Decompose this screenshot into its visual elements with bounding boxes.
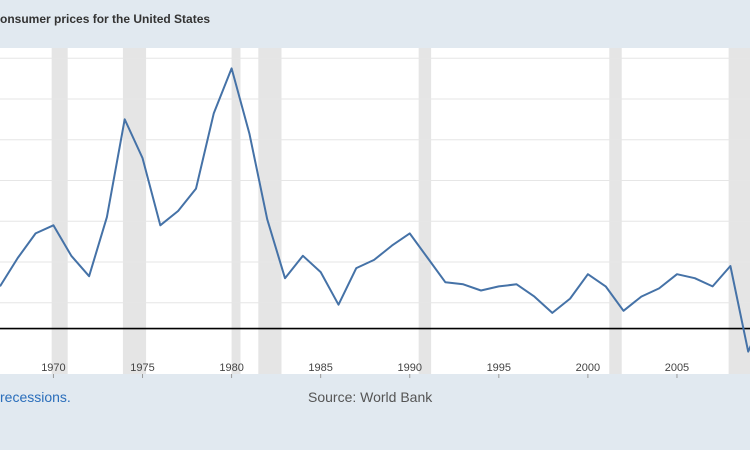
plot-background (0, 48, 750, 374)
x-tick-label: 2005 (665, 362, 689, 374)
recession-band-1 (122, 48, 147, 374)
series-line-cpi[interactable] (0, 67, 750, 353)
line-chart: 1970197519801985199019952000200520 (0, 48, 750, 378)
x-axis-ticks: 1970197519801985199019952000200520 (41, 362, 689, 378)
x-tick-label: 1970 (41, 362, 65, 374)
recession-band-5 (609, 48, 622, 374)
recession-band-4 (418, 48, 432, 374)
recession-band-2 (231, 48, 241, 374)
x-tick-label: 1975 (130, 362, 154, 374)
source-label: Source: World Bank (308, 389, 433, 405)
recessions-note[interactable]: recessions. (0, 389, 71, 405)
recession-band-3 (258, 48, 282, 374)
x-tick-label: 2000 (576, 362, 600, 374)
x-tick-label: 1980 (219, 362, 243, 374)
x-tick-label: 1995 (487, 362, 511, 374)
grid-lines (0, 57, 750, 304)
recession-band-0 (51, 48, 68, 374)
chart-title: onsumer prices for the United States (0, 12, 211, 26)
x-tick-label: 1990 (397, 362, 421, 374)
x-tick-label: 1985 (308, 362, 332, 374)
recession-band-6 (728, 48, 750, 374)
